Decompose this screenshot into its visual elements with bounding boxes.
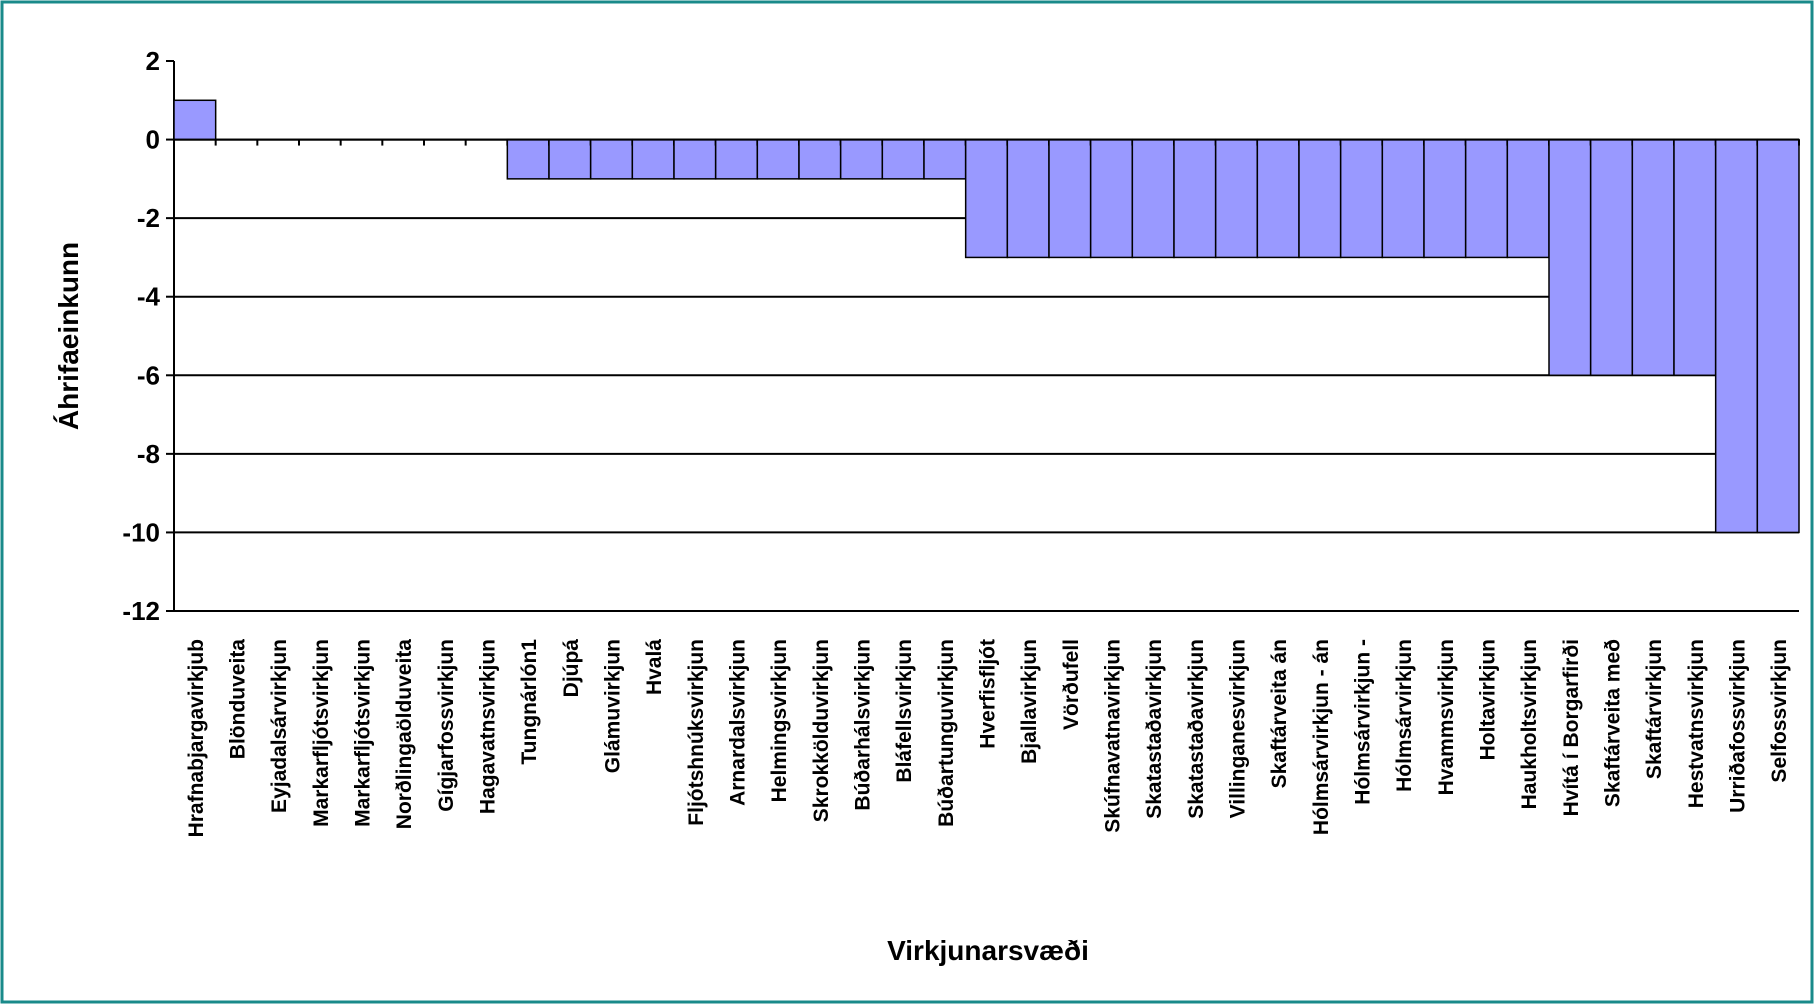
x-tick-label: Hagavatnsvirkjun: [477, 639, 500, 814]
bar: [1131, 138, 1175, 259]
x-tick-label: Arnardalsvirkjun: [727, 639, 750, 806]
bar: [506, 138, 550, 180]
x-tick-label: Hrafnabjargavirkjub: [185, 639, 208, 837]
bar: [1298, 138, 1342, 259]
bar: [1423, 138, 1467, 259]
y-tick-label: 0: [146, 125, 160, 155]
bar: [1006, 138, 1050, 259]
x-tick-label: Hverfisfljót: [977, 639, 1000, 749]
bar: [1256, 138, 1300, 259]
bar: [1506, 138, 1550, 259]
x-tick-label: Skatastaðavirkjun: [1185, 639, 1208, 819]
x-tick-label: Bjallavirkjun: [1018, 639, 1041, 764]
x-tick-label: Selfossvirkjun: [1768, 639, 1791, 783]
x-tick-label: Markarfljótsvirkjun: [352, 639, 375, 827]
bar: [756, 138, 800, 180]
x-tick-label: Bláfellsvirkjun: [893, 639, 916, 783]
x-tick-label: Skaftárveita án: [1268, 639, 1291, 788]
x-tick-label: Skúfnavatnavirkjun: [1102, 639, 1125, 833]
y-tick-label: -8: [137, 439, 160, 469]
bar: [964, 138, 1009, 259]
x-tick-label: Holtavirkjun: [1477, 639, 1500, 760]
bar: [1589, 138, 1634, 377]
x-tick-label: Djúpá: [560, 639, 583, 698]
bar: [1339, 138, 1384, 259]
y-tick-label: -10: [122, 517, 160, 547]
x-tick-label: Skaftárveita með: [1602, 639, 1625, 807]
bar: [1048, 138, 1092, 259]
y-tick-label: -6: [137, 360, 160, 390]
x-tick-label: Skaftárvirkjun: [1643, 639, 1666, 779]
bar: [839, 138, 884, 180]
bar: [1548, 138, 1592, 377]
x-tick-label: Hólmsárvirkjun -: [1352, 639, 1375, 805]
y-tick-label: 2: [146, 46, 160, 76]
bar: [1464, 138, 1509, 259]
x-axis-label: Virkjunarsvæði: [887, 935, 1089, 966]
x-tick-label: Hestvatnsvirkjun: [1685, 639, 1708, 808]
bar: [1214, 138, 1259, 259]
x-tick-label: Helmingsvirkjun: [768, 639, 791, 802]
bar: [589, 138, 634, 180]
bar: [631, 138, 675, 180]
bar: [548, 138, 592, 180]
bar: [173, 99, 217, 141]
y-tick-label: -2: [137, 203, 160, 233]
y-axis-label: Áhrifaeinkunn: [53, 242, 84, 430]
x-tick-label: Haukholtsvirkjun: [1518, 639, 1541, 809]
x-tick-label: Fljótshnúksvirkjun: [685, 639, 708, 826]
x-tick-label: Glámuvirkjun: [602, 639, 625, 773]
bar: [1089, 138, 1134, 259]
bar: [1381, 138, 1425, 259]
bar: [1631, 138, 1675, 377]
bar: [1673, 138, 1717, 377]
bar: [714, 138, 759, 180]
bar: [1714, 138, 1759, 534]
x-tick-label: Norðlingaölduveita: [393, 639, 416, 830]
x-tick-label: Hólmsárvirkjun: [1393, 639, 1416, 792]
x-tick-label: Búðarhálsvirkjun: [852, 639, 875, 811]
x-tick-label: Hvalá: [643, 639, 666, 695]
bar: [1756, 138, 1800, 534]
x-tick-label: Eyjadalsárvirkjun: [268, 639, 291, 813]
x-tick-label: Markarfljótsvirkjun: [310, 639, 333, 827]
x-tick-label: Vörðufell: [1060, 639, 1083, 730]
bar: [1173, 138, 1217, 259]
x-tick-label: Gígjarfossvirkjun: [435, 639, 458, 812]
y-tick-label: -4: [137, 282, 161, 312]
x-tick-label: Urriðafossvirkjun: [1727, 639, 1750, 813]
bar: [923, 138, 967, 180]
x-tick-label: Hvammsvirkjun: [1435, 639, 1458, 795]
x-tick-label: Blönduveita: [227, 639, 250, 759]
x-tick-label: Búðartunguvirkjun: [935, 639, 958, 827]
x-tick-label: Hólmsárvirkjun - án: [1310, 639, 1333, 835]
x-tick-label: Skrokkölduvirkjun: [810, 639, 833, 822]
bar: [881, 138, 925, 180]
x-tick-label: Villinganesvirkjun: [1227, 639, 1250, 818]
y-tick-label: -12: [122, 596, 160, 626]
x-tick-label: Skatastaðavirkjun: [1143, 639, 1166, 819]
x-tick-label: Tungnárlón1: [518, 639, 541, 765]
bar: [673, 138, 717, 180]
x-tick-label: Hvítá í Borgarfirði: [1560, 639, 1583, 816]
bar: [798, 138, 842, 180]
